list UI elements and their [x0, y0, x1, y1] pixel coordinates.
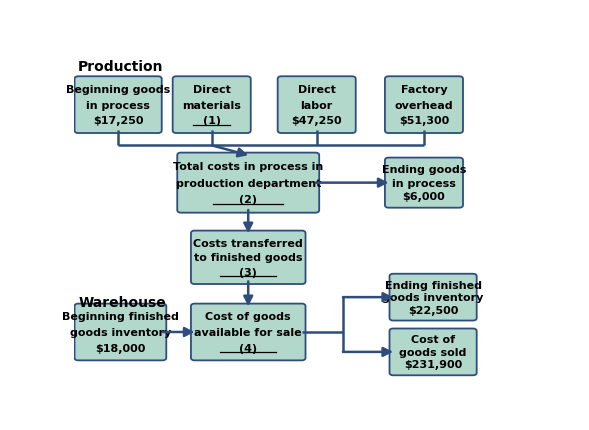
Text: goods inventory: goods inventory — [382, 292, 484, 302]
Text: Direct: Direct — [298, 85, 336, 95]
Text: production department: production department — [176, 178, 321, 188]
Text: Production: Production — [78, 60, 164, 74]
FancyBboxPatch shape — [385, 158, 463, 208]
Text: in process: in process — [86, 101, 150, 111]
FancyBboxPatch shape — [75, 77, 162, 134]
Text: Total costs in process in: Total costs in process in — [173, 162, 323, 172]
FancyBboxPatch shape — [389, 329, 477, 375]
Text: Ending goods: Ending goods — [382, 165, 466, 175]
Text: goods sold: goods sold — [399, 347, 467, 357]
Text: Costs transferred: Costs transferred — [193, 238, 303, 248]
Text: $18,000: $18,000 — [95, 343, 145, 353]
Text: $47,250: $47,250 — [292, 116, 342, 126]
Text: (2): (2) — [239, 195, 257, 205]
FancyBboxPatch shape — [173, 77, 251, 134]
Text: to finished goods: to finished goods — [194, 253, 303, 263]
Text: (4): (4) — [239, 343, 257, 353]
Text: $17,250: $17,250 — [93, 116, 143, 126]
Text: in process: in process — [392, 178, 456, 188]
Text: Factory: Factory — [401, 85, 447, 95]
Text: $22,500: $22,500 — [408, 305, 458, 315]
Text: Cost of: Cost of — [411, 335, 455, 344]
Text: overhead: overhead — [395, 101, 454, 111]
Text: goods inventory: goods inventory — [70, 327, 171, 337]
Text: $231,900: $231,900 — [404, 359, 462, 370]
Text: (1): (1) — [203, 116, 221, 126]
Text: materials: materials — [182, 101, 241, 111]
FancyBboxPatch shape — [389, 274, 477, 321]
FancyBboxPatch shape — [191, 304, 306, 360]
Text: Warehouse: Warehouse — [78, 295, 166, 309]
Text: Direct: Direct — [193, 85, 231, 95]
Text: Beginning finished: Beginning finished — [62, 312, 179, 322]
Text: (3): (3) — [239, 267, 257, 277]
FancyBboxPatch shape — [191, 231, 306, 284]
Text: Beginning goods: Beginning goods — [66, 85, 170, 95]
Text: $51,300: $51,300 — [399, 116, 449, 126]
Text: labor: labor — [300, 101, 333, 111]
FancyBboxPatch shape — [277, 77, 356, 134]
Text: available for sale: available for sale — [194, 327, 302, 337]
Text: Ending finished: Ending finished — [385, 280, 482, 290]
FancyBboxPatch shape — [75, 304, 166, 360]
FancyBboxPatch shape — [385, 77, 463, 134]
Text: Cost of goods: Cost of goods — [206, 312, 291, 322]
FancyBboxPatch shape — [177, 153, 319, 213]
Text: $6,000: $6,000 — [403, 192, 445, 202]
